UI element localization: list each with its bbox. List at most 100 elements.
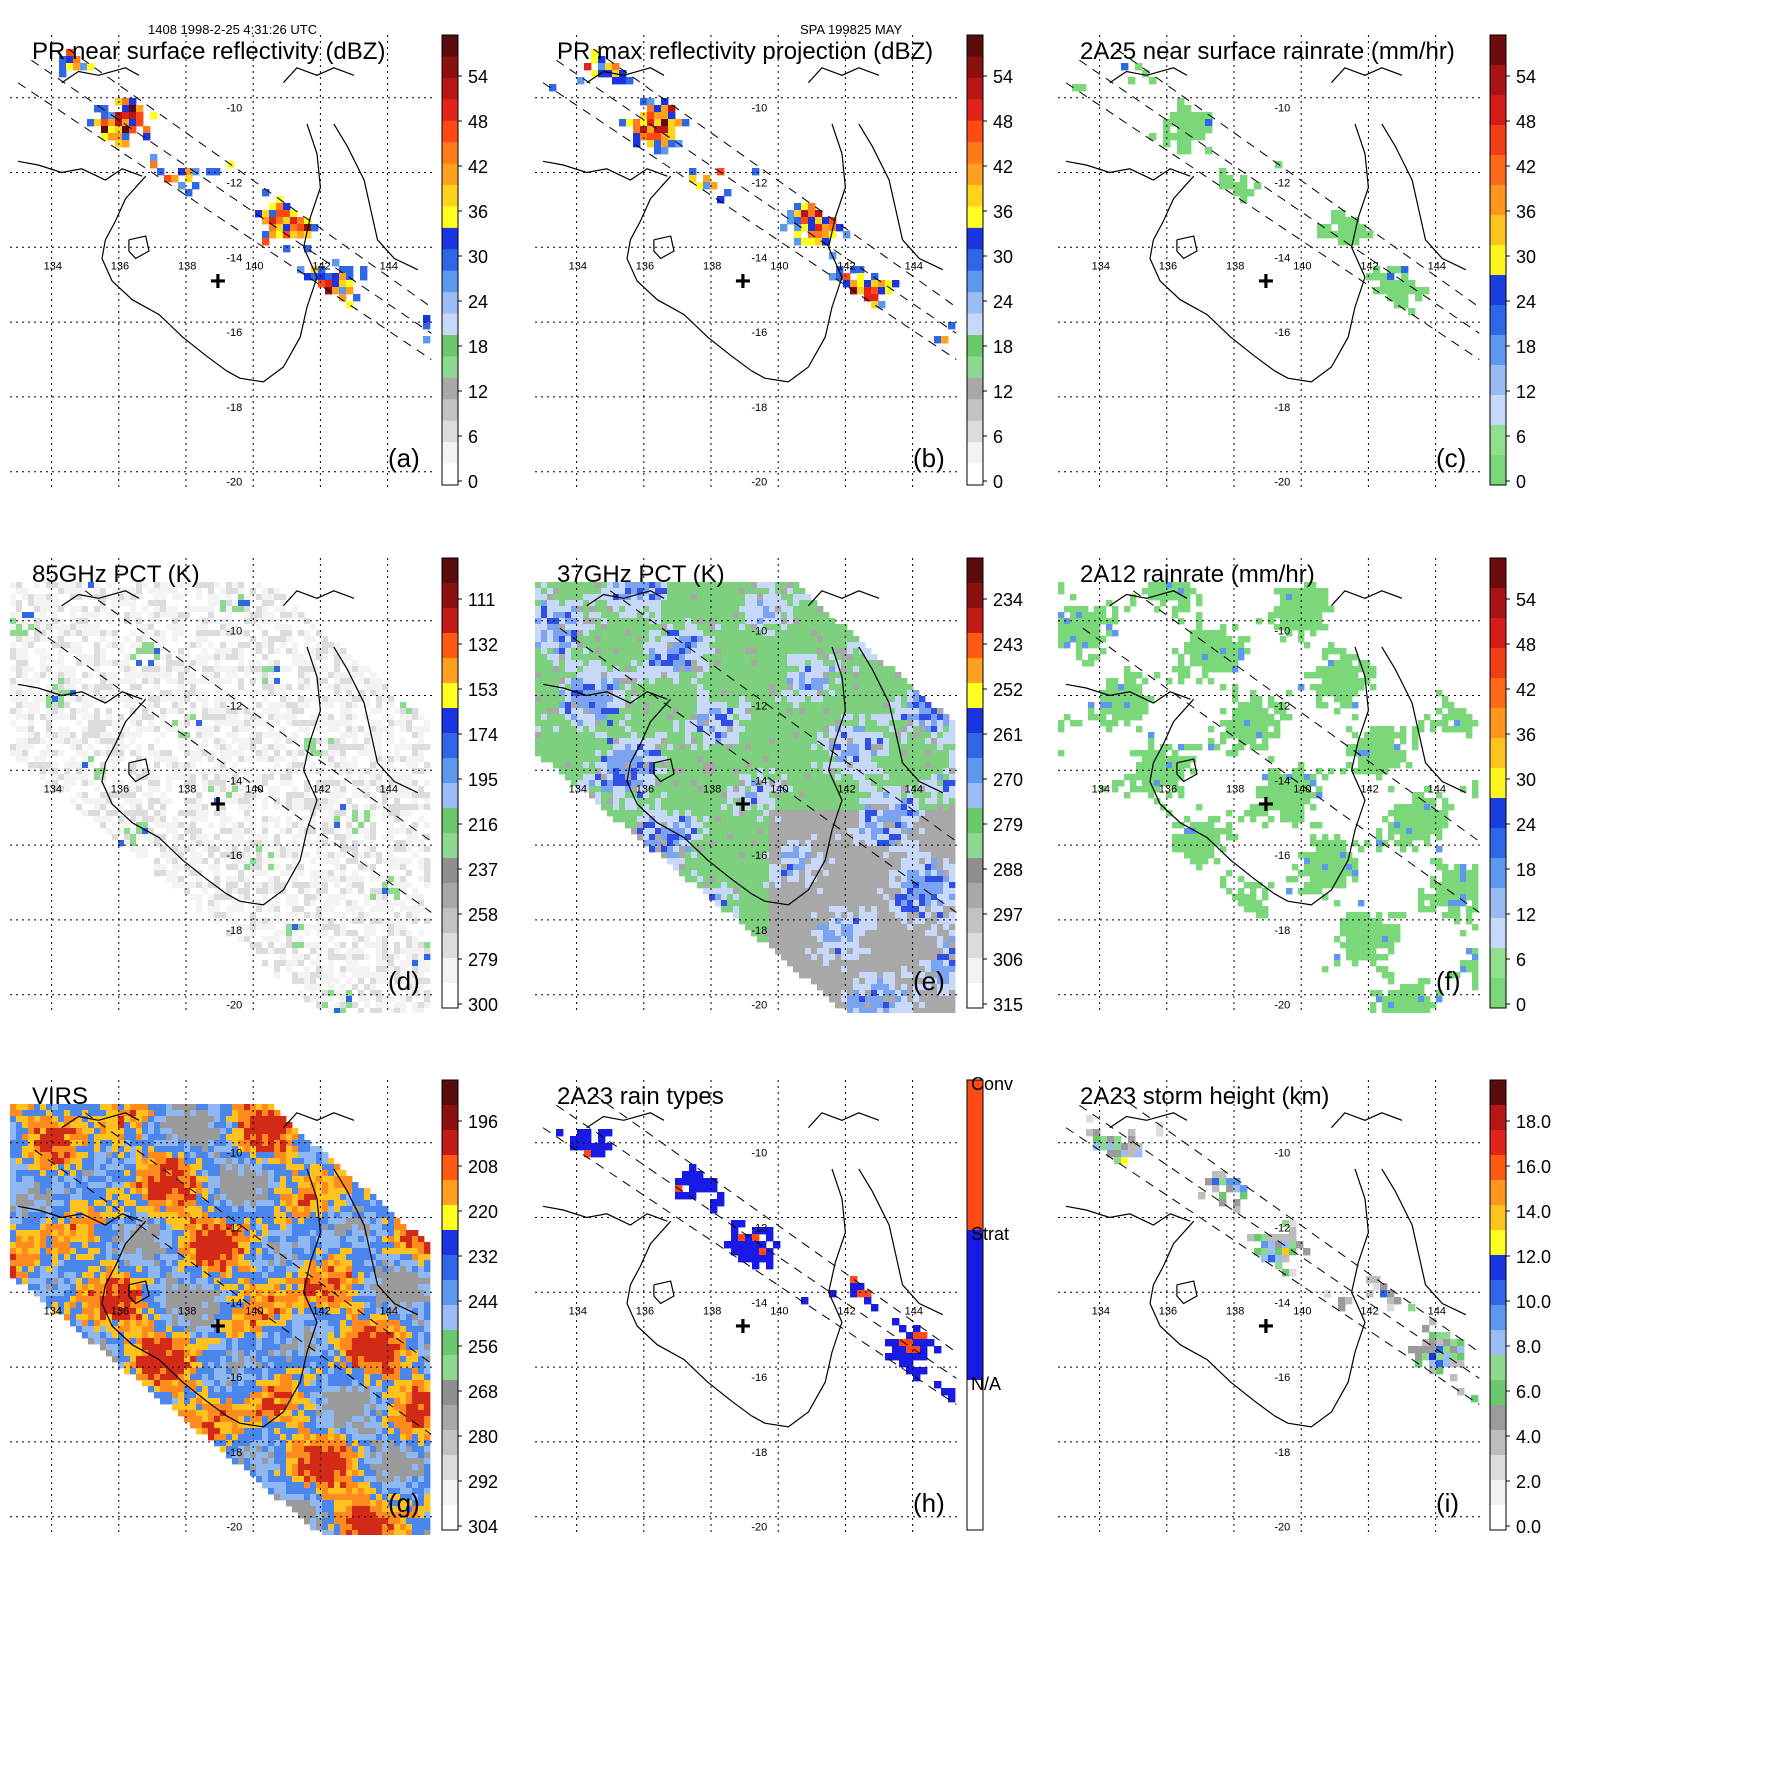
field-raster	[1072, 63, 1430, 316]
colorbar-tick-label: 315	[993, 995, 1023, 1015]
colorbar-tick-label: 237	[468, 860, 498, 880]
panel-b: 134 136 138 140 142 144 -10 -12 -14 -16 -18 -20 PR m…	[535, 34, 1055, 492]
colorbar-tick-label: 195	[468, 770, 498, 790]
lat-label: -20	[226, 1000, 242, 1012]
colorbar-tick-label: 6	[468, 427, 478, 447]
lon-label: 144	[380, 1306, 398, 1318]
lon-label: 134	[44, 261, 62, 273]
colorbar-tick-label: 54	[468, 67, 488, 87]
colorbar-tick-label: 12.0	[1516, 1247, 1551, 1267]
lon-label: 140	[770, 1306, 788, 1318]
map-svg-f: 134 136 138 140 142 144 -10 -12 -14 -16 -18 -20 2A12…	[1058, 557, 1536, 1015]
swath-edge-line	[542, 1127, 957, 1405]
header-case-id: SPA 199825 MAY	[800, 22, 903, 37]
colorbar: 54 48 42 36 30 24 18 12 6 0	[441, 34, 488, 492]
graticule	[1058, 1080, 1480, 1535]
lat-label: -20	[1274, 1522, 1290, 1534]
panel-g: 134 136 138 140 142 144 -10 -12 -14 -16 -18 -20 VIRS…	[10, 1079, 530, 1537]
lon-label: 134	[569, 261, 587, 273]
center-marker	[735, 796, 750, 811]
lon-label: 138	[178, 784, 196, 796]
lat-label: -16	[226, 327, 242, 339]
colorbar-tick-label: 24	[1516, 292, 1536, 312]
colorbar-tick-label: 18	[468, 337, 488, 357]
colorbar-tick-label: 18.0	[1516, 1112, 1551, 1132]
lat-label: -20	[1274, 1000, 1290, 1012]
lon-label: 142	[1360, 261, 1378, 273]
lon-label: 140	[245, 784, 263, 796]
map-area	[535, 35, 957, 490]
coastline	[542, 1112, 944, 1428]
center-marker	[1258, 1318, 1273, 1333]
colorbar-tick-label: 132	[468, 635, 498, 655]
lon-label: 144	[905, 784, 923, 796]
colorbar-tick-label: 0	[1516, 472, 1526, 492]
field-raster	[1086, 1115, 1479, 1403]
panel-a: 134 136 138 140 142 144 -10 -12 -14 -16 -18 -20 PR n…	[10, 34, 530, 492]
colorbar-tick-label: 10.0	[1516, 1292, 1551, 1312]
lon-label: 140	[245, 261, 263, 273]
lat-label: -12	[1274, 178, 1290, 190]
colorbar: 54 48 42 36 30 24 18 12 6 0	[1489, 34, 1536, 492]
colorbar: 54 48 42 36 30 24 18 12 6 0	[1489, 557, 1536, 1015]
lon-label: 140	[1293, 784, 1311, 796]
center-marker	[1258, 273, 1273, 288]
lat-label: -16	[1274, 1372, 1290, 1384]
graticule	[535, 35, 957, 490]
lat-label: -18	[1274, 925, 1290, 937]
colorbar-tick-label: 8.0	[1516, 1337, 1541, 1357]
colorbar-tick-label: 30	[1516, 247, 1536, 267]
lat-label: -20	[1274, 477, 1290, 489]
colorbar-tick-label: 12	[1516, 905, 1536, 925]
map-svg-d: 134 136 138 140 142 144 -10 -12 -14 -16 -18 -20 85GH…	[10, 557, 498, 1015]
lon-label: 142	[312, 1306, 330, 1318]
graticule	[10, 35, 432, 490]
colorbar-tick-label: N/A	[971, 1374, 1001, 1394]
lon-label: 136	[111, 261, 129, 273]
panel-title: VIRS	[32, 1083, 88, 1110]
panel-label: (c)	[1436, 443, 1466, 473]
map-svg-a: 134 136 138 140 142 144 -10 -12 -14 -16 -18 -20 PR n…	[10, 34, 488, 492]
colorbar-tick-label: 292	[468, 1472, 498, 1492]
swath-edge-line	[68, 48, 432, 308]
lon-label: 134	[569, 784, 587, 796]
colorbar-tick-label: 48	[993, 112, 1013, 132]
colorbar-tick-label: 24	[468, 292, 488, 312]
lon-label: 134	[1092, 261, 1110, 273]
lon-label: 144	[380, 784, 398, 796]
lat-label: -12	[226, 701, 242, 713]
lat-label: -10	[1274, 1148, 1290, 1160]
lon-label: 142	[312, 261, 330, 273]
lon-label: 142	[837, 1306, 855, 1318]
swath-edge-line	[1065, 1127, 1480, 1405]
lat-label: -20	[751, 477, 767, 489]
colorbar-tick-label: 244	[468, 1292, 498, 1312]
lon-label: 138	[1226, 1306, 1244, 1318]
colorbar: 18.0 16.0 14.0 12.0 10.0 8.0 6.0 4.0 2.0 0.0	[1489, 1079, 1551, 1537]
colorbar-tick-label: 196	[468, 1112, 498, 1132]
colorbar: 196 208 220 232 244 256 268 280 292 304	[441, 1079, 498, 1537]
lon-label: 134	[569, 1306, 587, 1318]
colorbar-tick-label: 18	[1516, 860, 1536, 880]
lat-label: -14	[751, 775, 767, 787]
lat-label: -16	[226, 850, 242, 862]
lon-label: 138	[1226, 261, 1244, 273]
lat-label: -12	[1274, 701, 1290, 713]
center-marker	[735, 1318, 750, 1333]
map-area	[10, 1080, 432, 1535]
colorbar-tick-label: 54	[993, 67, 1013, 87]
lon-label: 144	[1428, 261, 1446, 273]
panel-title: PR max reflectivity projection (dBZ)	[557, 38, 933, 65]
colorbar-tick-label: 2.0	[1516, 1472, 1541, 1492]
lat-label: -14	[1274, 775, 1290, 787]
colorbar-tick-label: 288	[993, 860, 1023, 880]
lon-label: 142	[1360, 1306, 1378, 1318]
lon-label: 136	[111, 784, 129, 796]
lat-label: -14	[226, 252, 242, 264]
header-orbit-time: 1408 1998-2-25 4:31:26 UTC	[148, 22, 318, 37]
swath-edge-line	[17, 82, 432, 360]
lat-label: -12	[751, 178, 767, 190]
panel-label: (h)	[913, 1488, 945, 1518]
colorbar: 234 243 252 261 270 279 288 297 306 315	[966, 557, 1023, 1015]
swath-edge-line	[609, 590, 957, 842]
